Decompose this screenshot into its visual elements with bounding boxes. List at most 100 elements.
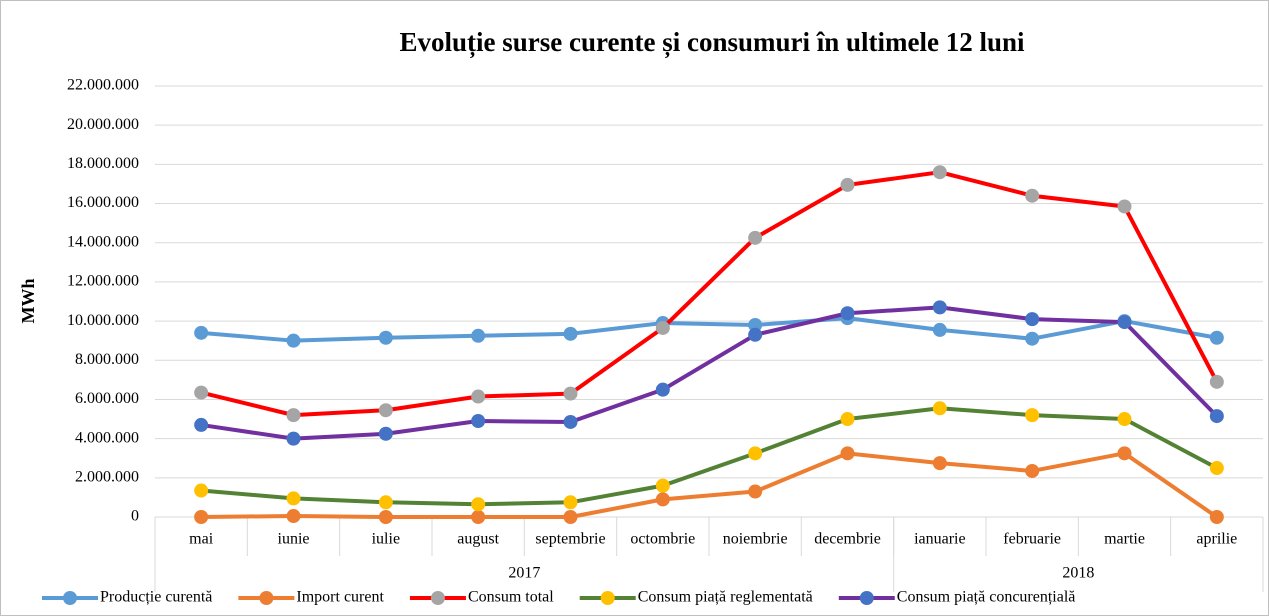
series-marker [286,431,301,446]
series-marker [563,495,578,510]
series-marker [378,495,393,510]
series-marker [1025,408,1040,423]
legend-label: Consum piață concurențială [897,589,1076,606]
series-marker [932,322,947,337]
series-marker [378,426,393,441]
series-line [200,170,1219,418]
series-marker [1025,331,1040,346]
y-tick-label: 14.000.000 [67,233,139,250]
series-marker [932,165,947,180]
series-marker [655,320,670,335]
series-marker [194,385,209,400]
series-marker [1209,409,1224,424]
series-marker [655,382,670,397]
chart-title: Evoluție surse curente și consumuri în u… [399,27,1025,58]
series-marker [932,300,947,315]
series-marker [286,491,301,506]
x-tick-label: ianuarie [914,531,966,548]
series-marker [378,510,393,524]
series-marker [286,408,301,423]
series-line [200,305,1219,441]
series-marker [748,318,763,333]
series-marker [748,230,763,245]
series-marker [194,417,209,432]
x-tick-label: noiembrie [723,531,788,548]
series-marker [748,446,763,461]
legend-label: Consum total [468,589,554,606]
series-marker [378,403,393,418]
series-marker [194,483,209,498]
series-marker [748,327,763,342]
series-marker [471,414,486,429]
y-axis-label: MWh [18,279,38,324]
series-marker [286,509,301,524]
series-marker [286,333,301,348]
x-tick-label: iulie [372,531,400,548]
y-tick-label: 8.000.000 [75,351,139,368]
series-marker [378,330,393,345]
series-marker [840,177,855,192]
y-tick-label: 18.000.000 [67,155,139,172]
x-tick-label: octombrie [630,531,695,548]
x-tick-label: aprilie [1196,531,1237,548]
legend-label: Consum piață reglementată [638,589,813,606]
series-marker [1117,199,1132,214]
series-marker [840,306,855,321]
legend-label: Import curent [296,589,384,606]
legend-label: Producție curentă [100,589,212,606]
x-tick-label: septembrie [535,531,605,548]
x-tick-label: mai [189,531,214,548]
series-marker [471,389,486,404]
series-line [200,406,1218,507]
y-tick-label: 0 [131,508,139,525]
series-marker [1209,510,1224,524]
series-line [200,316,1218,343]
x-tick-label: august [457,531,499,548]
series-marker [1209,461,1224,476]
series-marker [194,510,209,524]
y-tick-label: 16.000.000 [67,194,139,211]
series-marker [1025,188,1040,203]
series-marker [840,412,855,427]
y-tick-label: 4.000.000 [75,429,139,446]
series-marker [471,510,486,524]
y-tick-label: 12.000.000 [67,273,139,290]
series-marker [1117,315,1132,330]
series-marker [471,497,486,512]
series-marker [563,386,578,401]
legend-marker [259,591,274,605]
legend-marker [859,591,874,605]
series-marker [1025,463,1040,478]
series-marker [655,492,670,507]
group-label: 2017 [508,565,540,582]
legend-marker [430,591,445,605]
x-tick-label: februarie [1003,531,1061,548]
group-label: 2018 [1062,565,1094,582]
series-marker [471,328,486,343]
x-tick-label: martie [1104,531,1145,548]
legend-marker [600,591,615,605]
series-marker [1025,312,1040,327]
series-marker [194,325,209,340]
x-tick-label: iunie [278,531,310,548]
series-marker [932,401,947,416]
series-marker [840,446,855,461]
series-marker [1117,446,1132,461]
y-tick-label: 20.000.000 [67,116,139,133]
y-tick-label: 2.000.000 [75,468,139,485]
series-marker [563,414,578,429]
y-tick-label: 10.000.000 [67,312,139,329]
x-tick-label: decembrie [814,531,881,548]
series-marker [932,456,947,471]
legend-marker [63,591,77,605]
y-tick-label: 22.000.000 [67,77,139,94]
series-marker [655,478,670,493]
series-marker [563,510,578,524]
series-marker [563,326,578,341]
series-line [201,451,1218,519]
series-marker [748,484,763,499]
series-marker [1209,374,1224,389]
series-marker [1209,330,1224,345]
series-marker [1117,412,1132,427]
